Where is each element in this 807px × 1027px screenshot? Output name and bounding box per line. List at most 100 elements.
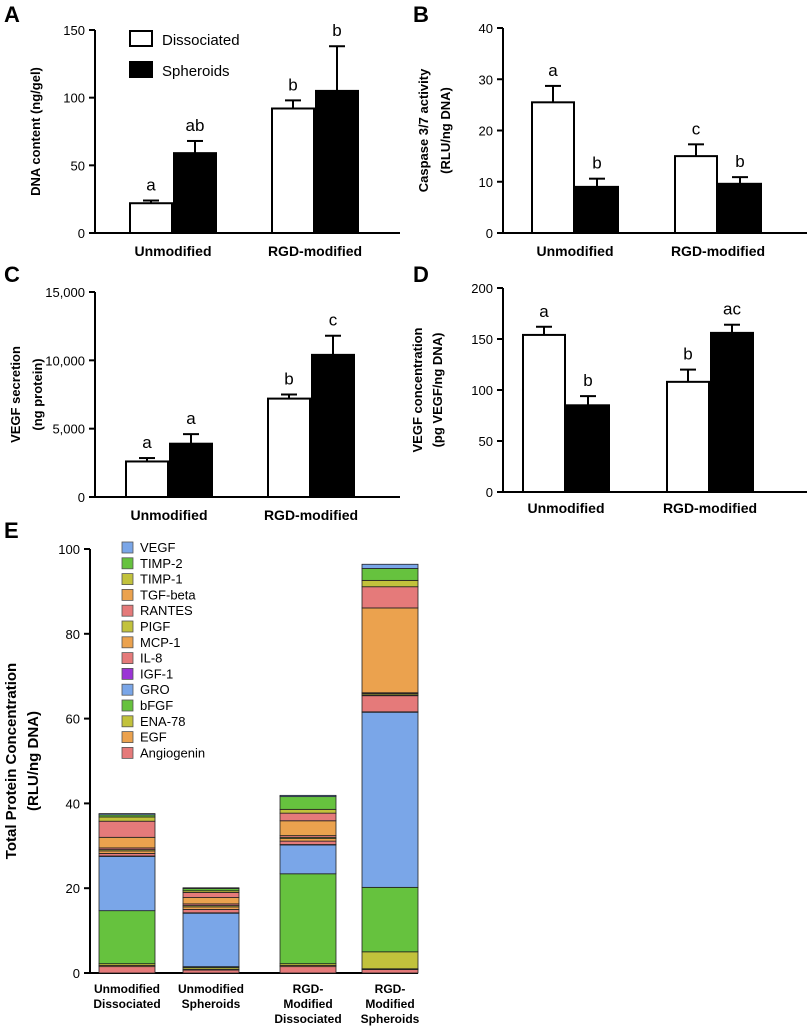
panel-e-segment-timp-2 [361,568,419,581]
panel-d-chart: 0 50 100 150 200 VEGF concentration (pg VEGF/n… [410,281,807,516]
panel-e-y-axis-label-line: (RLU/ng DNA) [25,711,42,811]
panel-d-bar-spheroids [566,404,610,493]
panel-a-bar-dissociated [129,202,173,235]
panel-e-segment-rantes-2 [182,892,240,898]
panel-e-legend-swatch [121,683,134,696]
panel-e-legend-label: PIGF [140,619,170,634]
panel-letter-b: B [413,2,429,27]
panel-e-category-label-line: Unmodified [178,982,244,996]
panel-e-legend-swatch [121,699,134,712]
panel-e-segment-vegf [279,794,337,798]
panel-e-legend-swatch [121,589,134,601]
panel-b-significance-letter: c [692,119,701,138]
panel-letter-d: D [413,262,429,287]
panel-a-ytick-label: 0 [78,226,85,241]
panel-e-legend-label: TIMP-1 [140,572,183,587]
panel-e-segment-timp-1 [98,816,156,822]
panel-e-segment-rantes-2 [279,812,337,822]
panel-a-bar-spheroids [173,152,217,234]
panel-a-significance-letter: b [288,75,297,94]
panel-a-chart: 0 50 100 150 DNA content (ng/gel) Unmodified R… [28,21,400,259]
panel-e-category-label-line: RGD- [375,982,406,996]
panel-e-ytick-label: 20 [66,881,80,896]
panel-d-significance-letter: b [683,345,692,364]
panel-d-category-label: RGD-modified [663,500,757,516]
panel-c-significance-letter: a [142,433,152,452]
panel-b-significance-letter: b [735,152,744,171]
panel-d-y-axis-label-line: VEGF concentration [410,327,425,452]
panel-b-chart: 0 10 20 30 40 Caspase 3/7 activity (RLU/ng DNA… [416,21,807,259]
panel-c-ytick-label: 15,000 [45,285,85,300]
panel-e-chart: 0 20 40 60 80 100 Total Protein Concentration (… [3,540,420,1026]
panel-e-category-label-line: Modified [365,997,414,1011]
panel-d-ytick-label: 50 [479,434,493,449]
panel-c-significance-letter: c [329,311,338,330]
panel-e-legend-label: GRO [140,682,170,697]
panel-a-category-label: RGD-modified [268,243,362,259]
panel-b-category-label: RGD-modified [671,243,765,259]
panel-d-y-axis-label: VEGF concentration (pg VEGF/ng DNA) [410,327,445,452]
panel-d-ytick-label: 200 [471,281,493,296]
panel-a-ytick-label: 150 [63,23,85,38]
panel-e-segment-timp-1 [279,808,337,814]
panel-e-legend-label: IGF-1 [140,666,173,681]
panel-e-segment-vegf [98,813,156,816]
panel-e-y-axis-label-line: Total Protein Concentration [3,663,20,859]
panel-b-category-label: Unmodified [537,243,614,259]
panel-e-legend-swatch [121,557,134,570]
panel-e-segment-tgf-beta [279,820,337,837]
panel-e-segment-il-8 [279,840,337,845]
panel-letter-c: C [4,262,20,287]
panel-c-significance-letter: a [186,409,196,428]
panel-b-ytick-label: 40 [479,21,493,36]
panel-e-segment-timp-2 [279,796,337,810]
panel-e-category-label: Unmodified Spheroids [178,982,244,1011]
panel-e-segment-tgf-beta [182,897,240,905]
panel-c-significance-letter: b [284,370,293,389]
panel-e-segment-angiogenin [279,966,337,974]
panel-e-segment-angiogenin [361,969,419,974]
panel-e-legend-label: IL-8 [140,651,162,666]
panel-e-legend-swatch [121,636,134,649]
panel-e-segment-il-8 [182,909,240,914]
legend-swatch-dissociated [129,30,153,47]
panel-e-legend-label: TGF-beta [140,587,196,602]
panel-e-segment-vegf [182,887,240,890]
panel-e-segment-tgf-beta [361,607,419,694]
panel-e-category-label-line: Unmodified [94,982,160,996]
panel-e-legend-swatch [121,573,134,585]
panel-letter-a: A [4,2,20,27]
panel-c-ytick-label: 5,000 [52,422,85,437]
panel-e-segment-angiogenin [98,966,156,974]
panel-c-category-label: RGD-modified [264,507,358,523]
panel-c-y-axis-label-line: (ng protein) [30,358,45,430]
panel-b-significance-letter: a [548,61,558,80]
panel-e-segment-timp-1 [361,579,419,588]
panel-e-category-label-line: Spheroids [182,997,241,1011]
panel-e-legend-swatch [121,604,134,617]
panel-a-ytick-label: 50 [71,158,85,173]
panel-e-legend-swatch [121,747,134,759]
panel-e-category-label: RGD-Modified Spheroids [361,982,420,1026]
panel-e-legend-swatch [121,652,134,664]
panel-e-segment-gro [98,856,156,912]
panel-c-ytick-label: 0 [78,490,85,505]
panel-e-segment-gro [361,711,419,888]
panel-e-ytick-label: 80 [66,627,80,642]
panel-d-ytick-label: 100 [471,383,493,398]
panel-e-legend-swatch [121,541,134,554]
panel-e-segment-bfgf [279,873,337,965]
panel-b-y-axis-label-line: Caspase 3/7 activity [416,68,431,192]
panel-a-bar-spheroids [315,89,359,235]
panel-a-significance-letter: b [332,21,341,40]
panel-d-significance-letter: b [583,371,592,390]
panel-b-ytick-label: 10 [479,175,493,190]
panel-e-legend-swatch [121,668,134,680]
panel-d-ytick-label: 0 [486,485,493,500]
panel-c-y-axis-label: VEGF secretion (ng protein) [8,346,45,443]
panel-e-ytick-label: 0 [73,966,80,981]
panel-c-bar-spheroids [169,442,213,499]
panel-e-legend-label: Angiogenin [140,745,205,760]
legend-label-spheroids: Spheroids [162,63,230,80]
